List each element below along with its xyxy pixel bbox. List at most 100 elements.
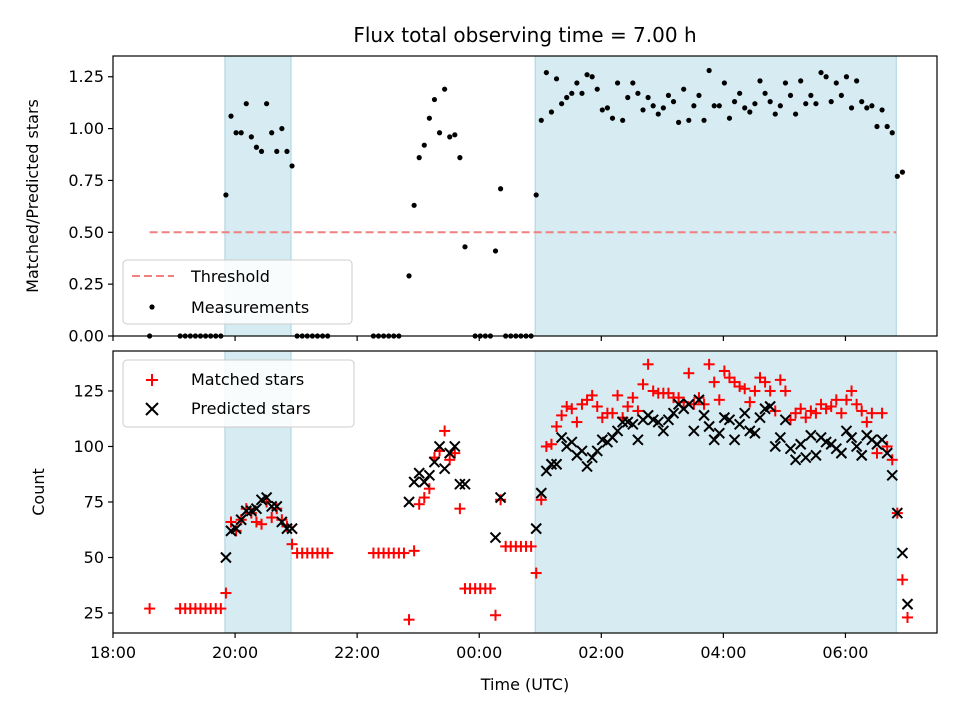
- measurement-point: [564, 94, 570, 101]
- matched-star-point: [403, 614, 415, 626]
- x-tick-label: 20:00: [212, 643, 258, 662]
- measurement-point: [497, 186, 504, 192]
- predicted-star-point: [494, 491, 507, 504]
- measurement-point: [436, 130, 443, 136]
- predicted-star-point: [739, 407, 751, 419]
- measurement-point: [864, 105, 870, 111]
- bottom-y-tick-label: 75: [84, 492, 104, 511]
- matched-star-point: [540, 440, 552, 452]
- measurement-point: [798, 78, 804, 84]
- predicted-star-point: [271, 500, 283, 513]
- measurement-point: [782, 80, 789, 86]
- matched-star-point: [708, 376, 720, 388]
- matched-star-point: [835, 407, 847, 419]
- matched-star-point: [535, 494, 547, 506]
- measurement-point: [737, 90, 743, 96]
- predicted-star-point: [428, 456, 441, 468]
- measurement-point: [889, 130, 895, 136]
- measurement-point: [548, 109, 555, 115]
- predicted-star-point: [683, 398, 695, 410]
- matched-star-point: [896, 574, 908, 586]
- matched-star-point: [840, 394, 852, 406]
- predicted-star-point: [489, 531, 502, 544]
- matched-star-point: [230, 525, 242, 537]
- measurement-point: [681, 86, 687, 92]
- measurement-point: [228, 113, 234, 119]
- predicted-star-point: [627, 418, 639, 430]
- bottom-y-ticks: 25 50 75 100 125: [73, 381, 113, 623]
- measurement-point: [792, 111, 799, 117]
- matched-star-point: [256, 518, 268, 530]
- measurement-point: [223, 192, 229, 198]
- predicted-star-point: [576, 445, 588, 457]
- top-y-tick-label: 1.25: [68, 67, 104, 86]
- measurement-point: [447, 134, 453, 140]
- measurement-point: [625, 94, 631, 101]
- predicted-star-point: [611, 425, 624, 437]
- matched-star-point: [800, 412, 812, 424]
- predicted-star-point: [850, 440, 863, 453]
- legend-threshold-label: Threshold: [190, 267, 270, 286]
- measurement-point: [248, 134, 254, 140]
- legend-matched-swatch: [146, 374, 158, 386]
- top-legend-box: [122, 259, 353, 325]
- measurement-point: [574, 80, 580, 86]
- predicted-star-point: [240, 505, 252, 517]
- matched-star-point: [276, 514, 288, 526]
- measurement-point: [614, 80, 621, 86]
- bottom-y-tick-label: 125: [73, 381, 104, 400]
- matched-star-point: [830, 394, 842, 406]
- matched-star-point: [647, 385, 659, 397]
- matched-star-point: [901, 611, 913, 623]
- measurement-point: [406, 273, 412, 279]
- predicted-star-point: [881, 447, 893, 459]
- measurement-point: [274, 148, 280, 155]
- matched-star-point: [622, 401, 634, 413]
- predicted-star-point: [530, 522, 542, 535]
- measurement-point: [706, 67, 712, 74]
- measurement-point: [279, 125, 285, 132]
- predicted-star-point: [703, 420, 715, 433]
- matched-star-point: [759, 376, 771, 388]
- x-tick-label: 02:00: [578, 643, 624, 662]
- matched-star-point: [825, 401, 837, 413]
- bottom-y-tick-label: 25: [84, 604, 104, 623]
- measurement-point: [843, 74, 850, 80]
- top-shaded-regions: [224, 55, 897, 337]
- measurement-point: [538, 117, 544, 123]
- predicted-star-point: [840, 425, 853, 437]
- matched-star-point: [266, 512, 278, 524]
- predicted-star-point: [728, 434, 741, 446]
- predicted-star-point: [550, 458, 563, 470]
- measurement-point: [696, 92, 702, 99]
- bottom-legend-box: [122, 359, 355, 428]
- measurement-point: [655, 111, 661, 117]
- measurement-point: [752, 101, 758, 107]
- measurement-point: [686, 117, 692, 123]
- matched-star-point: [718, 365, 730, 377]
- predicted-star-point: [535, 487, 547, 499]
- matched-star-point: [571, 416, 583, 428]
- matched-star-point: [810, 407, 822, 419]
- measurement-point: [848, 105, 855, 111]
- matched-star-point: [876, 407, 888, 419]
- measurement-point: [859, 99, 865, 105]
- measurement-point: [676, 119, 682, 125]
- measurement-point: [426, 115, 432, 121]
- measurement-point: [767, 99, 773, 105]
- predicted-star-point: [449, 440, 461, 453]
- predicted-star-point: [698, 409, 710, 422]
- predicted-star-point: [606, 431, 619, 444]
- measurement-point: [823, 74, 829, 80]
- measurement-point: [803, 101, 809, 107]
- measurement-point: [543, 69, 549, 76]
- predicted-star-point: [281, 522, 293, 535]
- measurement-point: [635, 90, 641, 96]
- measurement-point: [711, 103, 717, 109]
- matched-star-point: [744, 396, 756, 408]
- measurement-point: [640, 107, 646, 113]
- predicted-star-point: [286, 522, 298, 535]
- predicted-star-point: [733, 418, 746, 430]
- chart-title: Flux total observing time = 7.00 h: [353, 23, 696, 47]
- matched-star-point: [225, 516, 237, 528]
